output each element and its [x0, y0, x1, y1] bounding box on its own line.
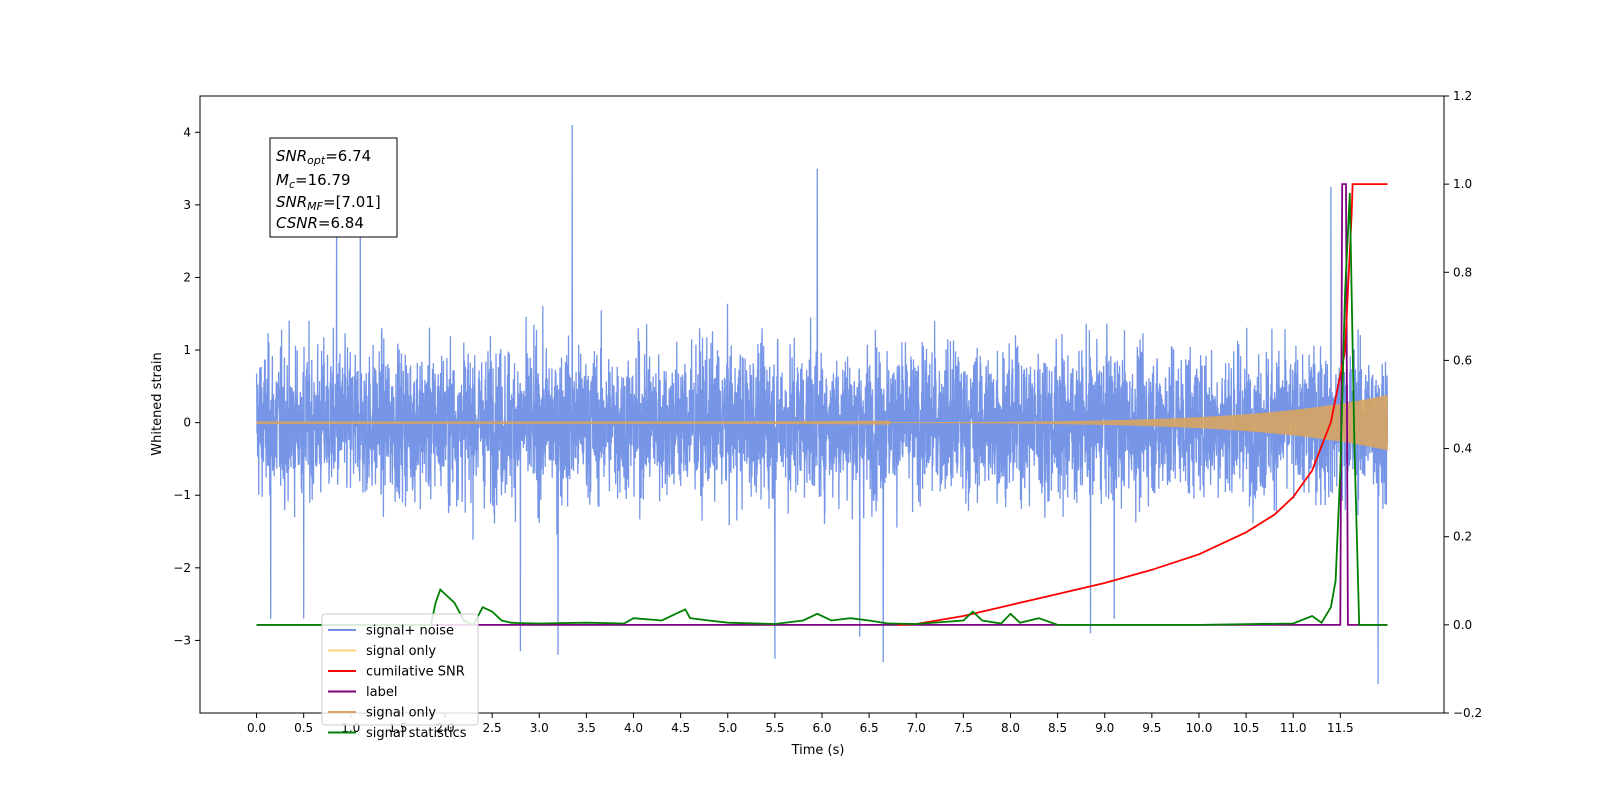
y2-tick-label: 0.4: [1453, 442, 1472, 456]
x-tick-label: 5.0: [718, 721, 737, 735]
legend-label: signal+ noise: [366, 624, 454, 639]
x-tick-label: 5.5: [765, 721, 784, 735]
x-tick-label: 6.0: [812, 721, 831, 735]
x-tick-label: 7.5: [954, 721, 973, 735]
x-axis: 0.0 0.5 1.0 1.5 2.0 2.5 3.0 3.5 4.0 4.5 5.0 5.5 6.0 6…: [247, 713, 1354, 735]
plot-area: [255, 124, 1389, 685]
series-signal-statistics: [256, 192, 1388, 627]
series-signal-only: [256, 395, 1388, 451]
y-tick-label: 4: [183, 125, 191, 139]
x-tick-label: 6.5: [860, 721, 879, 735]
x-tick-label: 11.0: [1280, 721, 1307, 735]
legend-label: signal only: [366, 706, 436, 721]
annotation-snr-opt: SNRopt=6.74: [276, 147, 371, 167]
x-tick-label: 11.5: [1327, 721, 1354, 735]
x-tick-label: 10.0: [1186, 721, 1213, 735]
y2-tick-label: 0.0: [1453, 618, 1472, 632]
annotation-frame: [269, 137, 398, 238]
y-tick-label: 2: [183, 270, 191, 284]
y-tick-label: 3: [183, 198, 191, 212]
y2-tick-label: 0.6: [1453, 353, 1472, 367]
x-tick-label: 2.5: [483, 721, 502, 735]
legend-frame: [321, 613, 479, 726]
y-axis-left: 4 3 2 1 0 −1 −2 −3: [173, 125, 200, 647]
legend-label: signal statistics: [366, 726, 467, 741]
x-tick-label: 0.0: [247, 721, 266, 735]
y2-tick-label: 1.2: [1453, 89, 1472, 103]
y2-tick-label: 0.8: [1453, 265, 1472, 279]
legend-label: signal only: [366, 644, 436, 659]
legend-label: label: [366, 685, 397, 700]
x-tick-label: 9.5: [1142, 721, 1161, 735]
legend-entries: signal+ noise signal only cumilative SNR la…: [328, 624, 467, 741]
x-tick-label: 4.5: [671, 721, 690, 735]
y2-tick-label: 0.2: [1453, 530, 1472, 544]
x-tick-label: 7.0: [907, 721, 926, 735]
y-tick-label: 0: [183, 416, 191, 430]
x-tick-label: 10.5: [1233, 721, 1260, 735]
y-axis-title: Whitened strain: [150, 352, 165, 455]
x-tick-label: 8.5: [1048, 721, 1067, 735]
legend-label: cumilative SNR: [366, 665, 465, 680]
series-cumulative-snr: [897, 183, 1388, 626]
y2-tick-label: −0.2: [1453, 706, 1482, 720]
annotation-box: SNRopt=6.74 Mc=16.79 SNRMF=[7.01] CSNR=6…: [269, 137, 398, 238]
x-tick-label: 9.0: [1095, 721, 1114, 735]
y-tick-label: −2: [173, 561, 191, 575]
annotation-mc: Mc=16.79: [276, 171, 351, 191]
x-axis-title: Time (s): [791, 743, 845, 758]
x-tick-label: 4.0: [624, 721, 643, 735]
y-tick-label: 1: [183, 343, 191, 357]
y-tick-label: −3: [173, 633, 191, 647]
x-tick-label: 8.0: [1001, 721, 1020, 735]
x-tick-label: 3.5: [577, 721, 596, 735]
annotation-csnr: CSNR=6.84: [276, 214, 364, 232]
y-tick-label: −1: [173, 488, 191, 502]
x-tick-label: 0.5: [294, 721, 313, 735]
x-tick-label: 3.0: [530, 721, 549, 735]
legend: signal+ noise signal only cumilative SNR la…: [321, 613, 479, 741]
y2-tick-label: 1.0: [1453, 177, 1472, 191]
annotation-snr-mf: SNRMF=[7.01]: [276, 193, 381, 213]
y-axis-right: 1.2 1.0 0.8 0.6 0.4 0.2 0.0 −0.2: [1444, 89, 1482, 720]
